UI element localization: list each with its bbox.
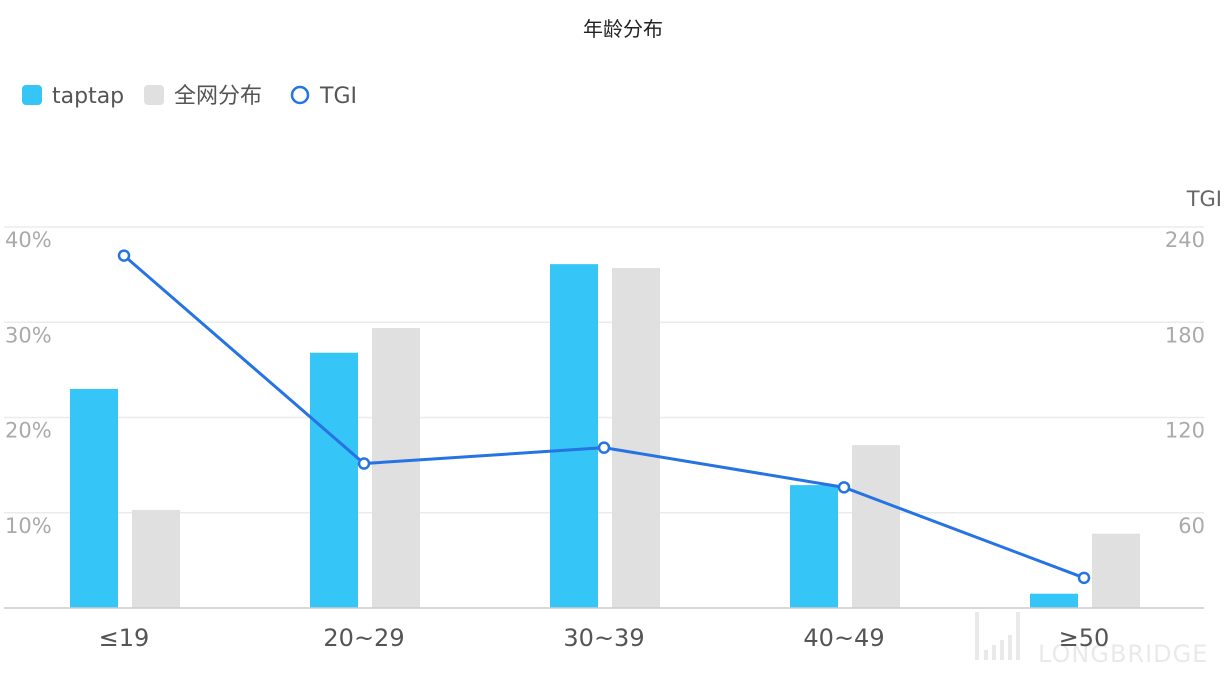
bar-overall bbox=[612, 267, 660, 608]
y-left-tick-label: 40% bbox=[5, 228, 52, 252]
bar-taptap bbox=[1030, 593, 1078, 608]
y-right-tick-label: 60 bbox=[1178, 514, 1205, 538]
tgi-point bbox=[837, 481, 851, 494]
bars bbox=[70, 264, 1140, 608]
x-tick-label: 20~29 bbox=[323, 624, 404, 652]
y-left-tick-label: 30% bbox=[5, 323, 52, 347]
legend-swatch bbox=[290, 85, 310, 105]
y-right-tick-label: 180 bbox=[1165, 323, 1205, 347]
bar-overall bbox=[372, 327, 420, 608]
bar-overall bbox=[852, 445, 900, 608]
y-right-axis-title: TGI bbox=[1186, 187, 1222, 211]
bar-taptap bbox=[790, 485, 838, 608]
x-tick-label: 40~49 bbox=[803, 624, 884, 652]
bar-taptap bbox=[550, 264, 598, 608]
tgi-point bbox=[117, 249, 131, 262]
tgi-line-path bbox=[123, 254, 1085, 580]
legend-swatch bbox=[144, 85, 164, 105]
chart-title: 年龄分布 bbox=[583, 17, 663, 41]
svg-text:LONGBRIDGE: LONGBRIDGE bbox=[1038, 640, 1208, 668]
watermark-logo: LONGBRIDGE bbox=[975, 612, 1208, 668]
x-tick-label: 30~39 bbox=[563, 624, 644, 652]
tgi-line bbox=[117, 249, 1091, 585]
legend: taptap 全网分布 TGI bbox=[22, 84, 357, 109]
axes: 10% 20% 30% 40% 60 120 180 240 TGI ≤19 20~29 30~39 4… bbox=[4, 187, 1222, 652]
y-left-tick-label: 20% bbox=[5, 419, 52, 443]
bar-overall bbox=[1092, 533, 1140, 608]
y-right-tick-label: 240 bbox=[1165, 228, 1205, 252]
y-left-tick-label: 10% bbox=[5, 514, 52, 538]
bar-taptap bbox=[310, 352, 358, 608]
tgi-point bbox=[357, 457, 371, 470]
bar-taptap bbox=[70, 388, 118, 608]
legend-swatch bbox=[22, 85, 42, 105]
legend-label: taptap bbox=[52, 84, 124, 109]
y-right-tick-label: 120 bbox=[1165, 419, 1205, 443]
tgi-point bbox=[597, 441, 611, 454]
x-tick-label: ≤19 bbox=[99, 624, 150, 652]
grid bbox=[4, 226, 1204, 514]
x-tick-label: ≥50 bbox=[1059, 624, 1110, 652]
legend-label: 全网分布 bbox=[174, 84, 262, 109]
tgi-point bbox=[1077, 571, 1091, 585]
bar-overall bbox=[132, 509, 180, 608]
legend-label: TGI bbox=[319, 84, 357, 109]
